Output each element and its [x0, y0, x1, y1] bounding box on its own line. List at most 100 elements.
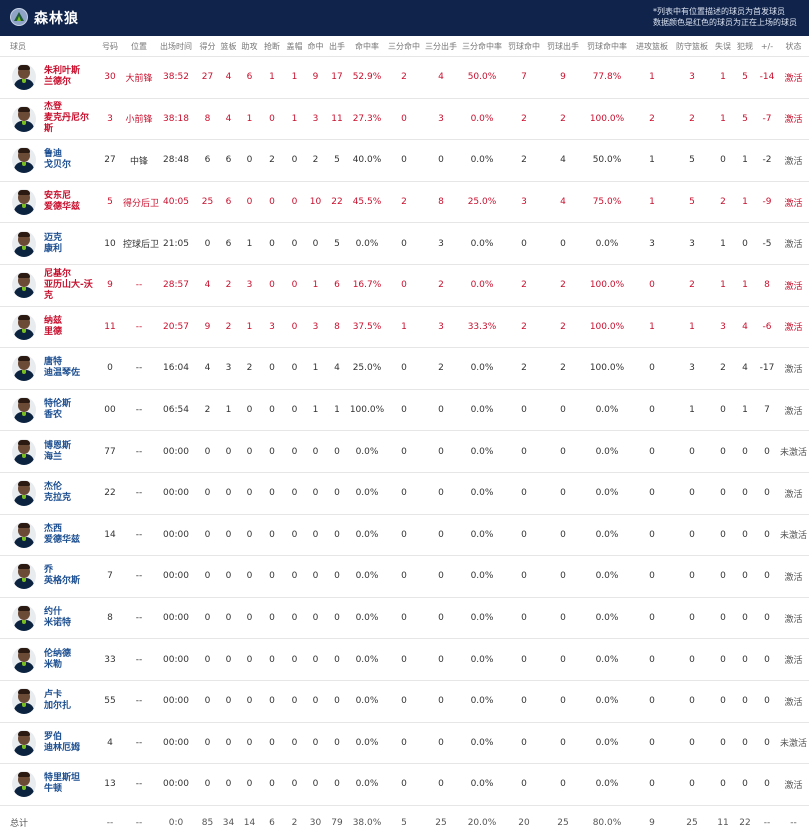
stat-cell: 0	[504, 596, 544, 639]
player-cell: 特里斯坦 牛顿	[0, 763, 97, 806]
player-name-link[interactable]: 杰西 爱德华兹	[44, 523, 81, 545]
totals-cell: --	[123, 804, 155, 840]
player-name-link[interactable]: 罗伯 迪林厄姆	[44, 731, 81, 753]
stat-cell: 1	[305, 347, 326, 390]
player-name-link[interactable]: 约什 米诺特	[44, 607, 72, 629]
player-name-link[interactable]: 乔英格尔斯	[44, 565, 81, 587]
column-header: 状态	[785, 41, 802, 51]
stat-cell: 6	[326, 263, 348, 307]
stat-cell: 0	[326, 763, 348, 806]
player-status: 激活	[778, 471, 809, 515]
stat-cell: 0	[197, 679, 218, 722]
player-name-link[interactable]: 纳兹 里德	[44, 315, 63, 337]
stat-cell: 0	[260, 263, 284, 307]
stat-cell: 0	[712, 596, 734, 639]
totals-cell: 85	[197, 804, 218, 840]
player-name-link[interactable]: 伦纳德 米勒	[44, 648, 72, 670]
player-name-link[interactable]: 安东尼 爱德华兹	[44, 191, 81, 213]
legend-note: *列表中有位置描述的球员为首发球员 数据颜色是红色的球员为正在上场的球员	[653, 6, 797, 28]
stat-cell: 0	[260, 180, 284, 223]
stat-cell: 1	[305, 263, 326, 307]
stat-cell: 1	[734, 263, 756, 307]
player-name-link[interactable]: 唐特 迪温琴佐	[44, 357, 81, 379]
column-header: 罚球命中率	[587, 41, 627, 51]
player-avatar	[12, 688, 36, 715]
player-name-link[interactable]: 卢卡 加尔扎	[44, 690, 72, 712]
player-name-link[interactable]: 尼基尔 亚历山大-沃克	[44, 268, 93, 301]
stat-cell: 0	[672, 638, 712, 681]
stat-cell: 1	[284, 56, 305, 99]
stat-cell: 0.0%	[460, 679, 504, 722]
player-name-link[interactable]: 博恩斯 海兰	[44, 440, 72, 462]
legend-note-line1: *列表中有位置描述的球员为首发球员	[653, 7, 785, 16]
totals-cell: 0:0	[155, 804, 197, 840]
stat-cell: 5	[672, 180, 712, 223]
player-name-link[interactable]: 特里斯坦 牛顿	[44, 773, 81, 795]
stat-cell: 0	[386, 97, 422, 140]
player-name-link[interactable]: 朱利叶斯 兰德尔	[44, 66, 81, 88]
stat-cell: 0	[284, 763, 305, 806]
stat-cell: 0	[632, 263, 672, 307]
stat-cell: 0	[504, 388, 544, 431]
player-name-link[interactable]: 特伦斯 香农	[44, 399, 72, 421]
stat-cell: 0	[239, 638, 260, 681]
stat-cell: 0	[239, 596, 260, 639]
player-row: 罗伯 迪林厄姆 4 -- 00:00 0 0 0 0 0 0 0 0.0% 0 0 0.0% 0 0 0.0% 0 0 0…	[0, 721, 809, 764]
player-row: 安东尼 爱德华兹 5 得分后卫 40:05 25 6 0 0 0 10 22 45.5% 2 8 25.0% 3…	[0, 180, 809, 223]
stat-cell: 0	[260, 763, 284, 806]
player-name-link[interactable]: 杰伦 克拉克	[44, 482, 72, 504]
totals-cell: 11	[712, 804, 734, 840]
totals-cell: 38.0%	[348, 804, 386, 840]
stat-cell: 2	[672, 263, 712, 307]
stat-cell: 0	[712, 721, 734, 764]
player-status: 激活	[778, 347, 809, 390]
stat-cell: 0	[734, 679, 756, 722]
stat-cell: 00:00	[155, 763, 197, 806]
player-name-link[interactable]: 鲁迪 戈贝尔	[44, 149, 72, 171]
stat-cell: -14	[756, 56, 778, 99]
stat-cell: 7	[504, 56, 544, 99]
player-row: 伦纳德 米勒 33 -- 00:00 0 0 0 0 0 0 0 0.0% 0 0 0.0% 0 0 0.0% 0 0 0…	[0, 638, 809, 681]
stat-cell: 2	[544, 305, 582, 348]
stat-cell: 2	[305, 139, 326, 182]
player-avatar	[12, 189, 36, 216]
stat-cell: 00:00	[155, 471, 197, 515]
stat-cell: 0	[632, 596, 672, 639]
stat-cell: -17	[756, 347, 778, 390]
stat-cell: 0	[284, 513, 305, 556]
player-cell: 唐特 迪温琴佐	[0, 347, 97, 390]
player-name-link[interactable]: 杰登 麦克丹尼尔斯	[44, 102, 90, 135]
stat-cell: 0	[239, 471, 260, 515]
column-header: 出场时间	[160, 41, 192, 51]
stat-cell: 27.3%	[348, 97, 386, 140]
stat-cell: 7	[756, 388, 778, 431]
team-name: 森林狼	[34, 11, 79, 27]
stat-cell: 0.0%	[460, 721, 504, 764]
stat-cell: 4	[422, 56, 460, 99]
stat-cell: 25	[197, 180, 218, 223]
stat-cell: 0.0%	[582, 638, 632, 681]
stat-cell: 0	[422, 471, 460, 515]
stat-cell: 0	[544, 555, 582, 598]
stat-cell: 0.0%	[348, 721, 386, 764]
player-name-link[interactable]: 迈克 康利	[44, 232, 63, 254]
stat-cell: 17	[326, 56, 348, 99]
stat-cell: 0	[504, 763, 544, 806]
stat-cell: 77	[97, 430, 123, 473]
player-status: 激活	[778, 180, 809, 223]
player-avatar	[12, 729, 36, 756]
player-status: 激活	[778, 222, 809, 265]
stat-cell: 0	[632, 679, 672, 722]
stat-cell: 0	[756, 555, 778, 598]
stat-cell: 0	[305, 430, 326, 473]
player-status: 激活	[778, 679, 809, 722]
stat-cell: 16.7%	[348, 263, 386, 307]
stat-cell: 0	[672, 471, 712, 515]
stat-cell: 0	[734, 222, 756, 265]
stat-cell: 0	[326, 471, 348, 515]
stat-cell: 0	[386, 763, 422, 806]
stat-cell: 0	[756, 513, 778, 556]
player-cell: 博恩斯 海兰	[0, 430, 97, 473]
stat-cell: 0	[734, 471, 756, 515]
stat-cell: 37.5%	[348, 305, 386, 348]
